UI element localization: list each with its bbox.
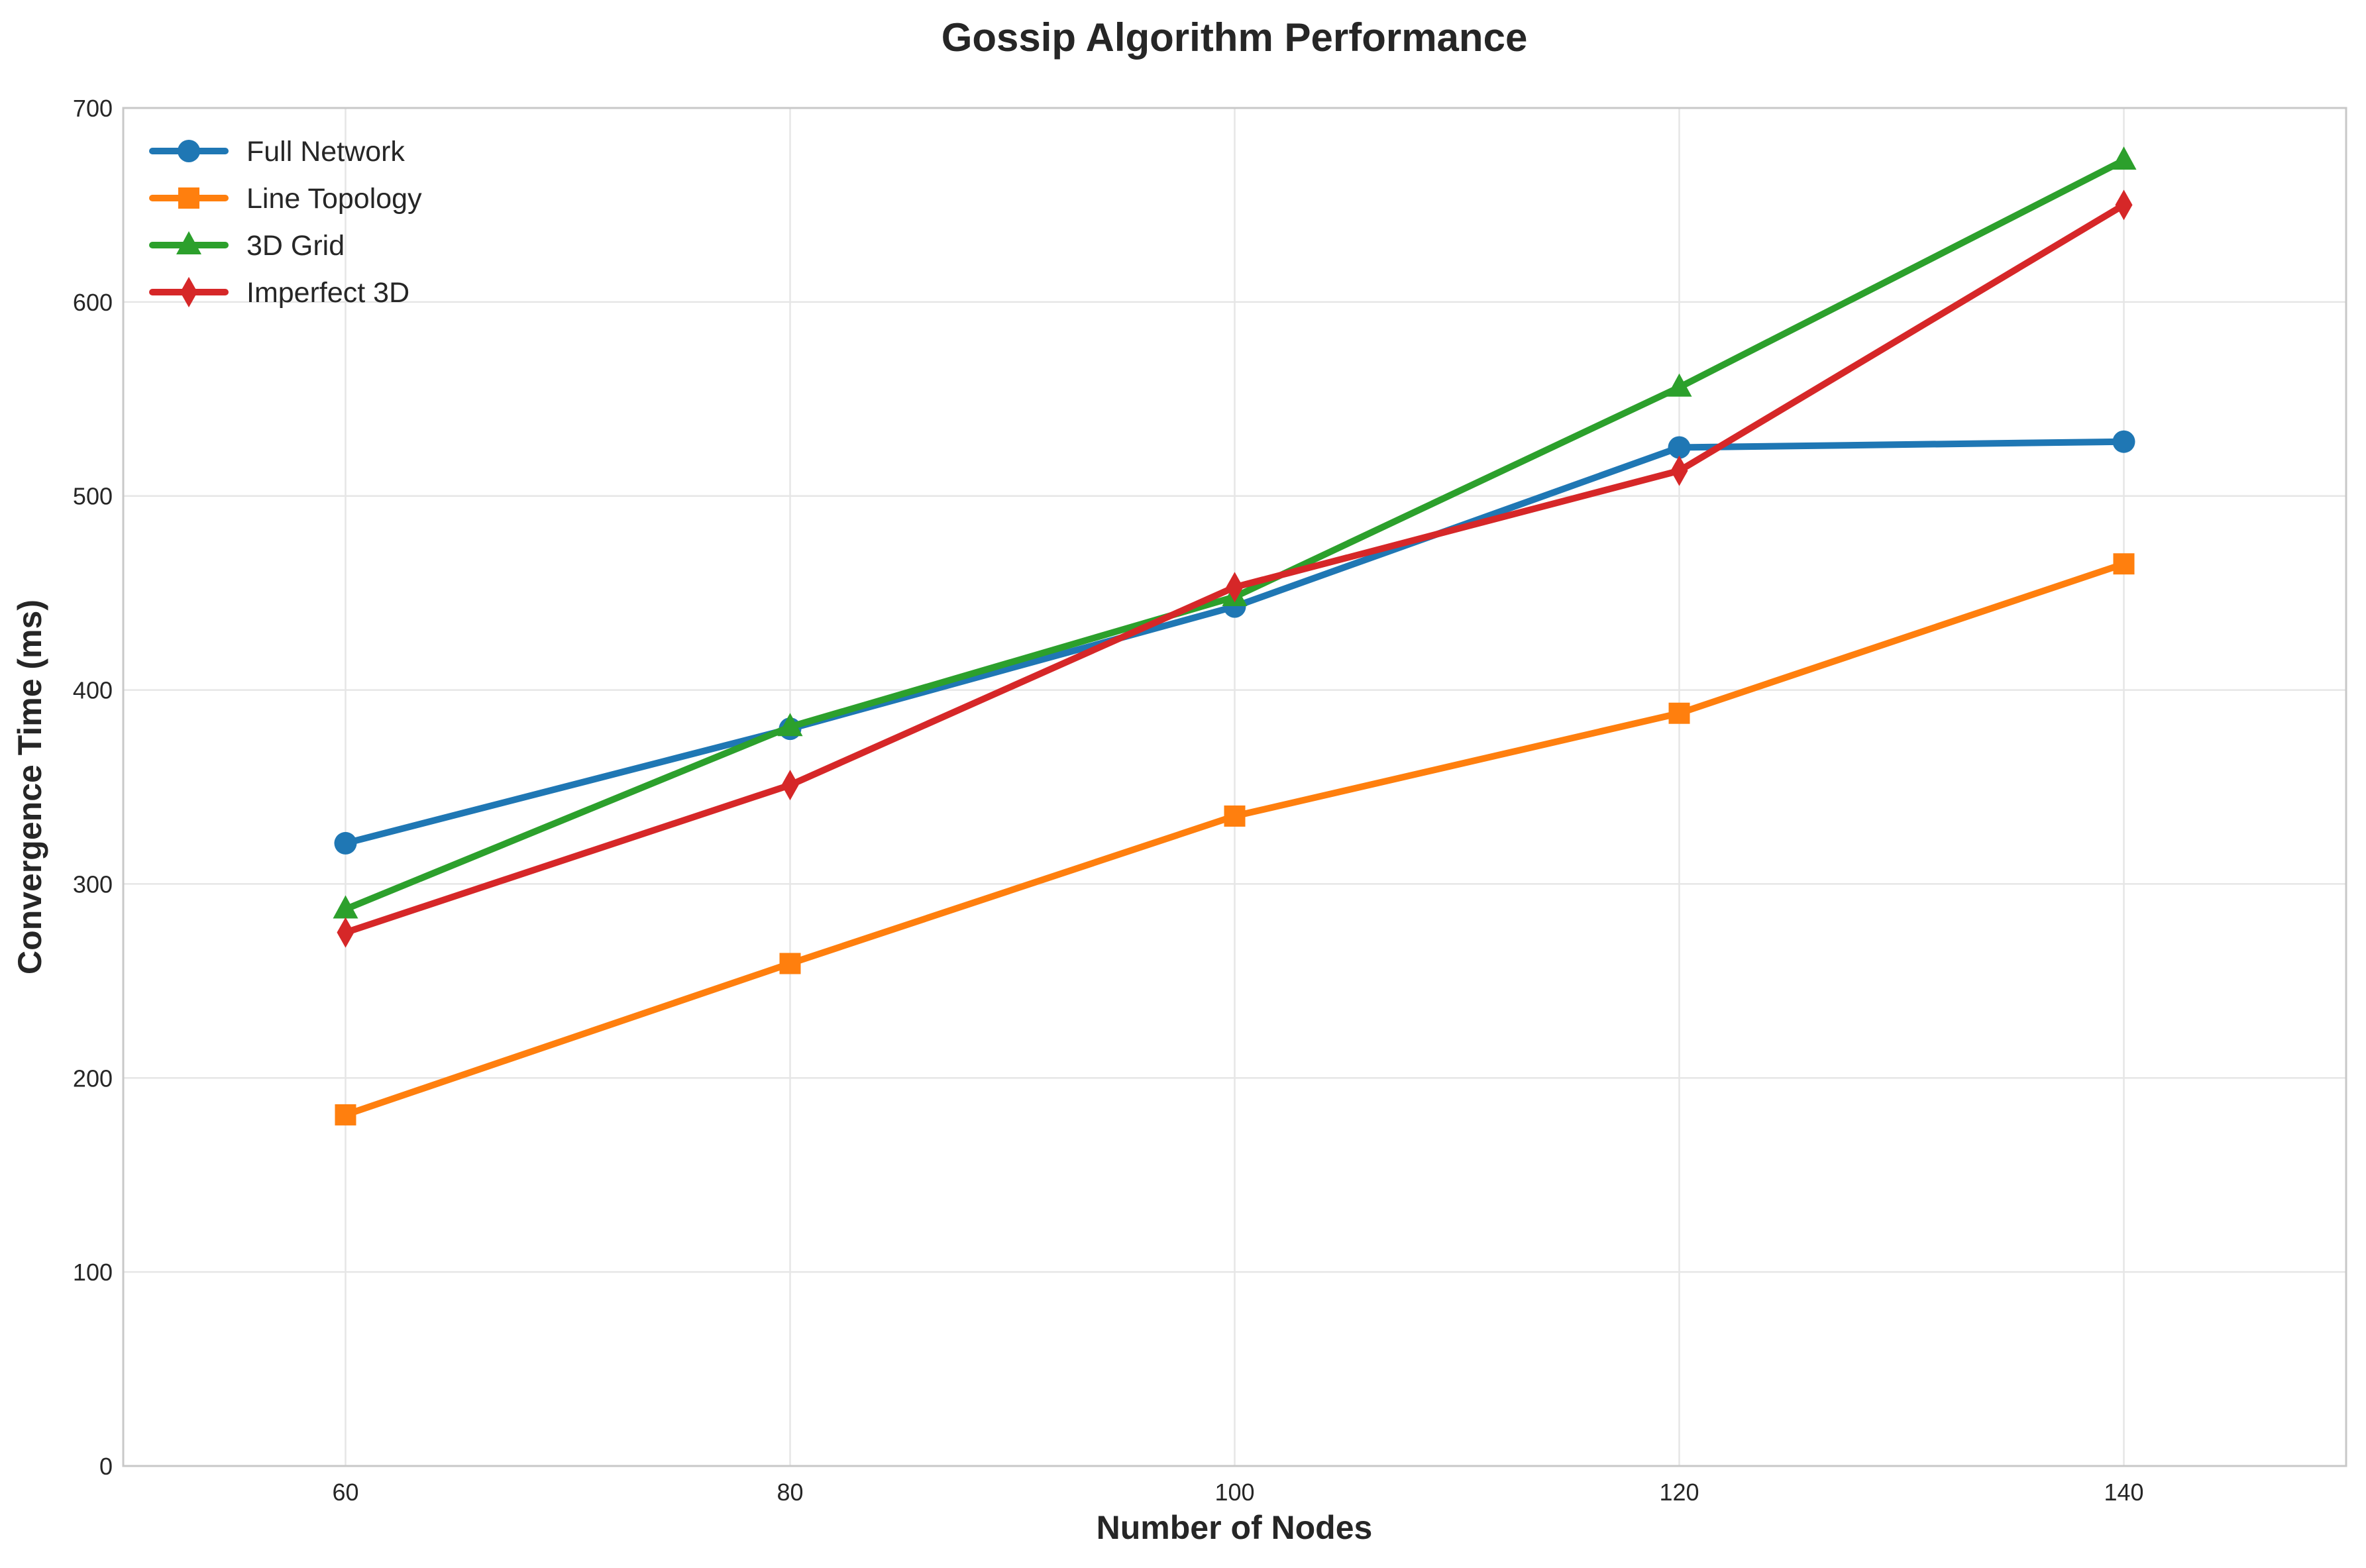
legend-marker [176, 231, 201, 254]
data-point [1666, 373, 1692, 397]
y-tick-label: 400 [73, 677, 113, 704]
x-tick-label: 80 [777, 1479, 803, 1506]
legend: Full Network Line Topology 3D Grid Imperfec… [149, 136, 422, 309]
data-point [781, 770, 799, 801]
y-axis-label: Convergence Time (ms) [11, 600, 48, 974]
data-point [2111, 146, 2137, 170]
data-point [2112, 430, 2135, 453]
data-point [1670, 455, 1688, 486]
legend-marker [178, 187, 199, 209]
series-layer [333, 146, 2137, 1125]
legend-marker [178, 140, 200, 162]
legend-label: Line Topology [246, 183, 422, 215]
data-point [777, 713, 803, 737]
legend-entry: Line Topology [149, 183, 422, 215]
data-point [1668, 702, 1690, 724]
data-point [334, 831, 357, 855]
data-point [1224, 805, 1246, 827]
x-tick-label: 120 [1659, 1479, 1699, 1506]
legend-entry: Full Network [149, 136, 405, 168]
data-point [2113, 553, 2135, 575]
data-point [1668, 436, 1691, 459]
y-tick-label: 700 [73, 95, 113, 122]
data-point [1226, 572, 1244, 603]
legend-entry: 3D Grid [149, 230, 345, 262]
legend-entry: Imperfect 3D [149, 277, 409, 309]
y-tick-label: 0 [99, 1453, 113, 1480]
series-line-topology [335, 553, 2135, 1125]
x-tick-label: 140 [2104, 1479, 2143, 1506]
data-point [337, 917, 354, 948]
y-tick-label: 200 [73, 1065, 113, 1092]
plot-frame [122, 107, 2347, 1467]
legend-label: Imperfect 3D [246, 277, 409, 309]
y-tick-label: 300 [73, 870, 113, 898]
y-tick-label: 600 [73, 289, 113, 316]
data-point [333, 895, 358, 919]
tick-labels: 60 80 100 120 140 0 100 200 300 400 500 600 700 [73, 95, 2144, 1506]
legend-label: 3D Grid [246, 230, 345, 262]
y-tick-label: 500 [73, 483, 113, 510]
legend-label: Full Network [246, 136, 405, 168]
x-tick-label: 100 [1214, 1479, 1254, 1506]
data-point [335, 1104, 356, 1125]
series-imperfect-3d [337, 189, 2133, 948]
data-point [2115, 189, 2133, 221]
data-point [779, 953, 801, 974]
x-tick-label: 60 [332, 1479, 358, 1506]
chart-title: Gossip Algorithm Performance [941, 15, 1528, 60]
x-axis-label: Number of Nodes [1097, 1509, 1373, 1546]
y-tick-label: 100 [73, 1259, 113, 1286]
legend-marker [180, 277, 197, 307]
